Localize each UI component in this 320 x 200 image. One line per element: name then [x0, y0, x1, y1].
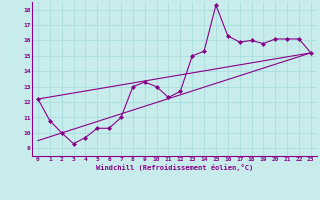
X-axis label: Windchill (Refroidissement éolien,°C): Windchill (Refroidissement éolien,°C) — [96, 164, 253, 171]
